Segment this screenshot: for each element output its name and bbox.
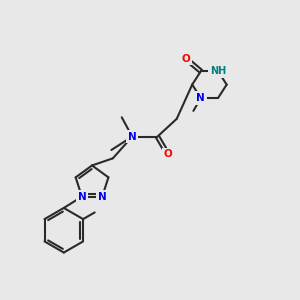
Text: N: N <box>98 192 106 202</box>
Text: O: O <box>182 54 190 64</box>
Text: O: O <box>164 149 172 160</box>
Text: NH: NH <box>210 66 226 76</box>
Text: N: N <box>128 132 136 142</box>
Text: N: N <box>77 192 86 202</box>
Text: N: N <box>196 93 205 103</box>
